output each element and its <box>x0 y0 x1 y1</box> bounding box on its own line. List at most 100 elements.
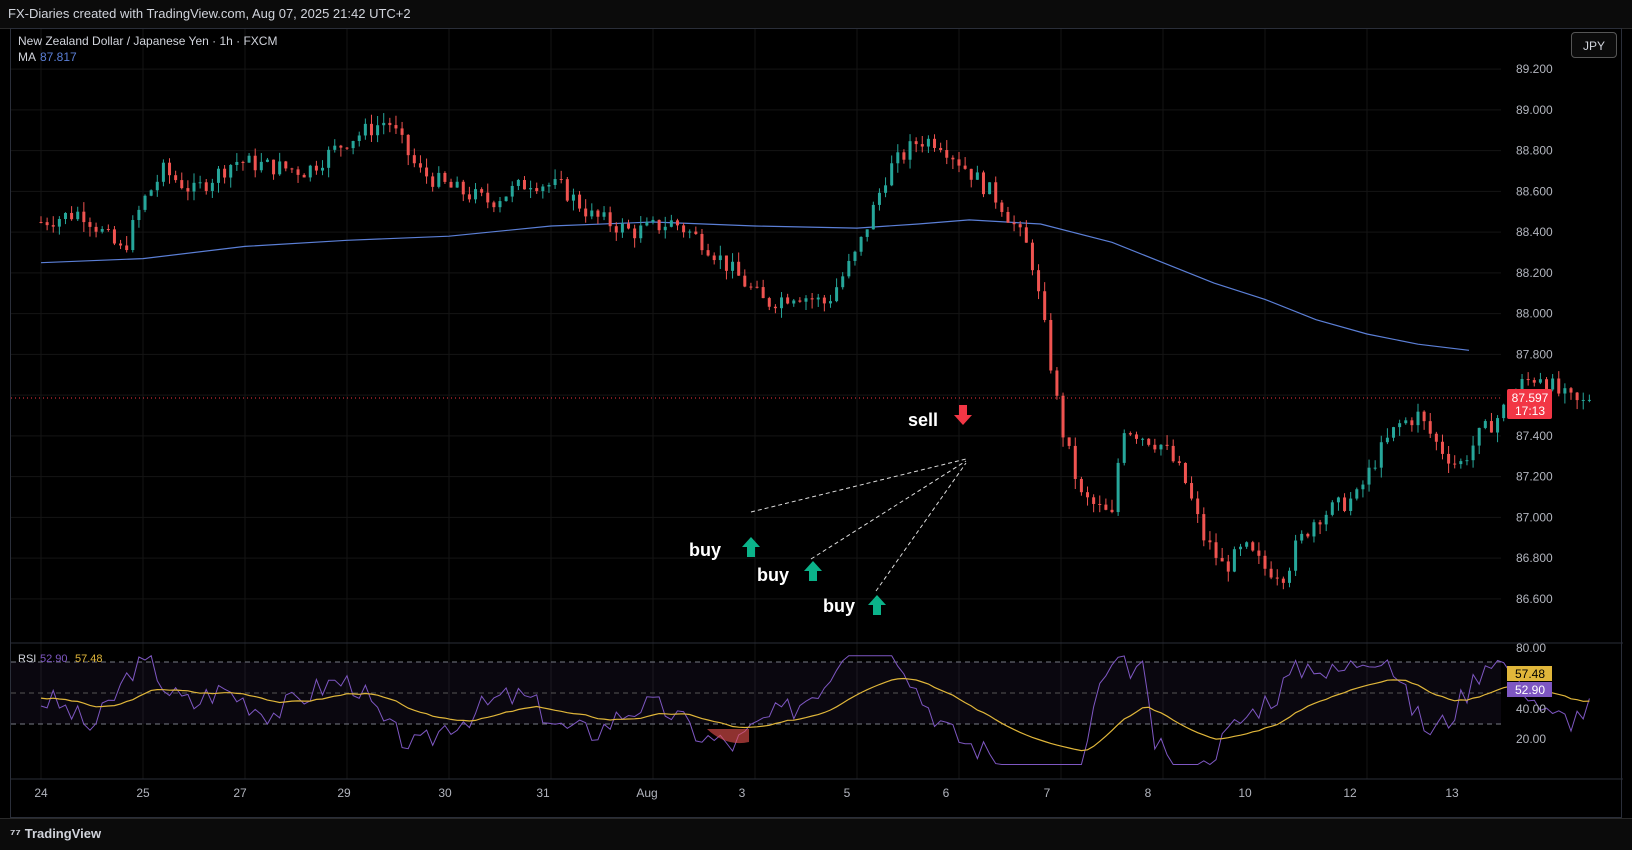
rsi-axis[interactable]: 80.00 40.00 20.00 <box>1516 641 1546 746</box>
candle-down <box>290 168 294 170</box>
candle-down <box>168 162 172 176</box>
candle-down <box>786 297 790 304</box>
candle-down <box>1422 411 1426 422</box>
candle-down <box>657 219 661 231</box>
candle-down <box>1061 395 1065 438</box>
candle-up <box>602 212 606 217</box>
candle-down <box>1165 444 1169 446</box>
trend-line <box>750 458 967 513</box>
candle-up <box>828 301 832 304</box>
candle-up <box>247 155 251 163</box>
candle-down <box>1171 445 1175 462</box>
candle-down <box>773 306 777 309</box>
symbol-legend: New Zealand Dollar / Japanese Yen · 1h ·… <box>18 34 277 48</box>
candle-down <box>1049 319 1053 371</box>
candle-down <box>443 172 447 182</box>
tradingview-logo[interactable]: ⁷⁷ TradingView <box>10 826 101 841</box>
tradingview-logo-icon: ⁷⁷ <box>10 826 21 841</box>
candle-down <box>755 286 759 288</box>
time-tick: Aug <box>636 786 657 800</box>
candle-up <box>1361 484 1365 490</box>
price-tick: 88.400 <box>1516 225 1553 239</box>
candles <box>39 113 1591 590</box>
candle-up <box>1385 437 1389 443</box>
candle-down <box>933 138 937 148</box>
price-tick: 87.800 <box>1516 347 1553 361</box>
candle-up <box>376 125 380 136</box>
chart-svg[interactable]: buy buy buy sell New Zealand Dollar / Ja… <box>11 29 1623 819</box>
candle-down <box>1569 388 1573 393</box>
candle-up <box>871 204 875 230</box>
price-tick: 88.600 <box>1516 184 1553 198</box>
candle-up <box>651 219 655 222</box>
candle-down <box>822 297 826 304</box>
candle-down <box>1532 380 1536 383</box>
candle-up <box>553 179 557 186</box>
candle-down <box>174 175 178 181</box>
candle-down <box>1098 503 1102 505</box>
annotation-buy-3: buy <box>823 595 886 616</box>
candle-up <box>198 182 202 184</box>
candle-down <box>1030 242 1034 271</box>
up-arrow-icon <box>868 595 886 615</box>
candle-up <box>1330 502 1334 515</box>
candle-down <box>51 225 55 227</box>
candle-down <box>1575 392 1579 401</box>
candle-up <box>510 185 514 197</box>
candle-up <box>278 161 282 175</box>
candle-down <box>957 159 961 166</box>
candle-up <box>847 260 851 277</box>
candle-up <box>1336 497 1340 503</box>
candle-up <box>437 172 441 187</box>
candle-up <box>100 228 104 232</box>
candle-up <box>137 209 141 221</box>
price-axis[interactable]: 89.200 89.000 88.800 88.600 88.400 88.200 88.0… <box>1516 62 1553 606</box>
candle-down <box>1043 291 1047 320</box>
price-tick: 88.000 <box>1516 307 1553 321</box>
candle-down <box>39 221 43 223</box>
candle-up <box>455 181 459 188</box>
candle-down <box>1055 370 1059 396</box>
rsi-tick: 40.00 <box>1516 702 1546 716</box>
grid <box>11 29 1501 779</box>
candle-up <box>688 231 692 233</box>
candle-down <box>969 168 973 180</box>
candle-up <box>1581 399 1585 401</box>
candle-up <box>663 226 667 231</box>
candle-down <box>1489 421 1493 433</box>
chart-frame[interactable]: buy buy buy sell New Zealand Dollar / Ja… <box>10 28 1623 819</box>
top-bar: FX-Diaries created with TradingView.com,… <box>0 0 1632 29</box>
candle-up <box>1398 423 1402 428</box>
candle-down <box>1306 533 1310 537</box>
candle-up <box>1159 444 1163 450</box>
candle-down <box>369 123 373 136</box>
candle-up <box>926 138 930 147</box>
candle-down <box>1447 453 1451 464</box>
time-tick: 5 <box>844 786 851 800</box>
rsi-badge: 52.90 <box>1507 682 1552 697</box>
candle-down <box>749 286 753 288</box>
candle-up <box>1502 404 1506 419</box>
candle-down <box>449 181 453 188</box>
candle-down <box>186 188 190 192</box>
candle-down <box>522 179 526 190</box>
candle-up <box>1324 514 1328 525</box>
candle-up <box>1551 378 1555 390</box>
candle-up <box>1404 420 1408 424</box>
candle-down <box>431 176 435 187</box>
currency-button[interactable]: JPY <box>1571 32 1617 58</box>
rsi-legend-label: RSI <box>18 653 36 665</box>
candle-down <box>902 152 906 160</box>
candle-down <box>675 220 679 226</box>
candle-up <box>645 221 649 226</box>
candle-up <box>363 123 367 136</box>
candle-down <box>951 157 955 160</box>
candle-up <box>308 165 312 178</box>
time-tick: 13 <box>1445 786 1459 800</box>
rsi-band <box>11 662 1501 724</box>
candle-up <box>504 196 508 202</box>
candle-up <box>321 167 325 171</box>
time-axis[interactable]: 24 25 27 29 30 31 Aug 3 5 6 7 8 10 12 13 <box>34 786 1459 800</box>
candle-up <box>131 220 135 251</box>
candle-up <box>210 182 214 191</box>
